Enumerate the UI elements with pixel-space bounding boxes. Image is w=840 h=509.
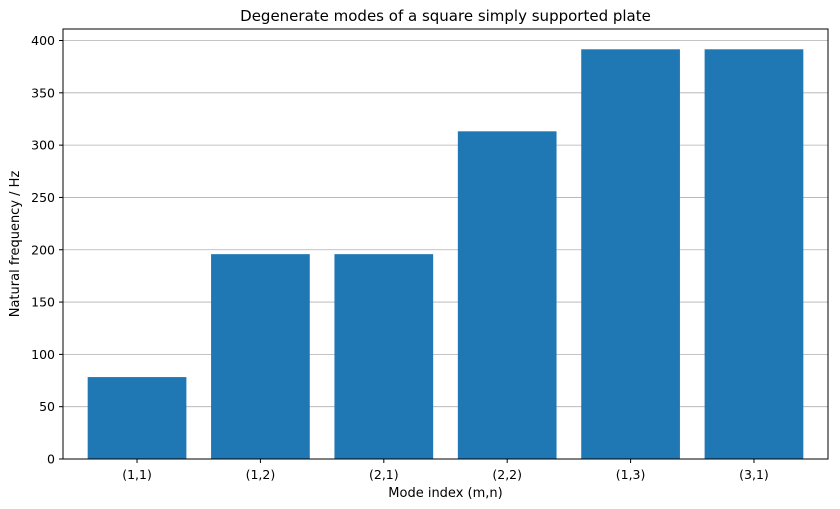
y-tick-label: 100	[31, 347, 55, 362]
plot-frame	[62, 28, 829, 460]
bar-2-1	[334, 254, 434, 459]
grid-layer	[63, 40, 828, 460]
x-tick-label: (1,3)	[616, 467, 646, 482]
bar-1-3	[581, 49, 680, 459]
y-tick-label: 350	[31, 85, 55, 100]
y-axis-label: Natural frequency / Hz	[8, 171, 23, 318]
y-tick-label: 400	[31, 33, 55, 48]
x-tick-label: (1,2)	[246, 467, 276, 482]
bar-layer	[87, 49, 804, 459]
bar-1-2	[211, 254, 310, 459]
y-tick-label: 0	[47, 452, 55, 467]
x-tick-label: (3,1)	[739, 467, 769, 482]
y-tick-label: 50	[39, 399, 55, 414]
bar-2-2	[457, 131, 557, 459]
y-tick-label: 250	[31, 190, 55, 205]
tick-layer: 0 50 100 150 200 250 300 350 400 (1,1) (1,2) (2,1) (…	[31, 33, 769, 482]
y-tick-label: 200	[31, 242, 55, 257]
y-tick-label: 150	[31, 295, 55, 310]
x-axis-label: Mode index (m,n)	[388, 486, 502, 501]
chart-title: Degenerate modes of a square simply supp…	[240, 7, 651, 25]
bar-1-1	[87, 377, 187, 459]
x-tick-label: (2,2)	[492, 467, 522, 482]
x-tick-label: (1,1)	[122, 467, 152, 482]
bar-3-1	[704, 49, 804, 459]
x-tick-label: (2,1)	[369, 467, 399, 482]
y-tick-label: 300	[31, 138, 55, 153]
